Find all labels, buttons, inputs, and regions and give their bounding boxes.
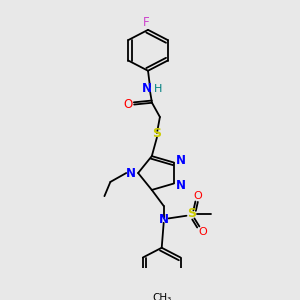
- Text: N: N: [159, 213, 169, 226]
- Text: H: H: [154, 83, 162, 94]
- Text: N: N: [142, 82, 152, 95]
- Text: S: S: [152, 128, 161, 140]
- Text: N: N: [126, 167, 136, 179]
- Text: O: O: [124, 98, 133, 111]
- Text: CH₃: CH₃: [152, 292, 171, 300]
- Text: O: O: [198, 227, 207, 237]
- Text: F: F: [143, 16, 149, 29]
- Text: O: O: [193, 191, 202, 201]
- Text: N: N: [176, 179, 186, 192]
- Text: S: S: [187, 208, 196, 220]
- Text: N: N: [176, 154, 186, 167]
